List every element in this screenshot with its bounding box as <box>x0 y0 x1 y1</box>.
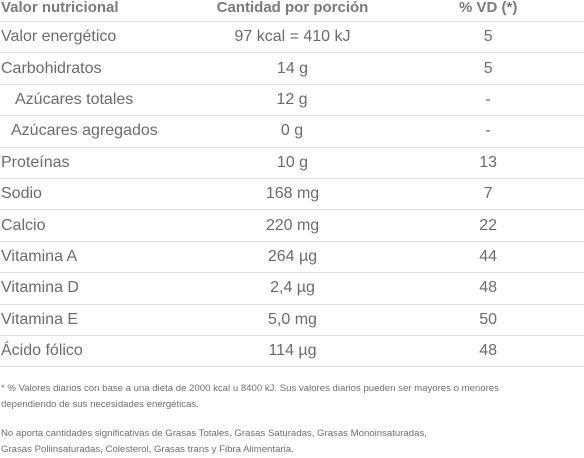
nutrient-disclaimer: No aporta cantidades significativas de G… <box>1 426 581 458</box>
nutrient-daily-value: 5 <box>483 28 493 46</box>
table-header: Valor nutricional Cantidad por porción %… <box>0 0 584 22</box>
nutrient-daily-value: 13 <box>479 153 498 171</box>
nutrient-name: Vitamina D <box>1 279 79 297</box>
nutrient-daily-value: 48 <box>479 342 498 360</box>
header-nutrient: Valor nutricional <box>1 0 119 16</box>
nutrient-amount: 114 µg <box>268 342 317 360</box>
table-notes: * % Valores diarios con base a una dieta… <box>1 381 581 458</box>
nutrient-name: Ácido fólico <box>1 342 83 360</box>
nutrient-daily-value: - <box>485 122 491 140</box>
daily-value-footnote: * % Valores diarios con base a una dieta… <box>1 381 581 413</box>
disclaimer-line: Grasas Poliinsaturadas, Colesterol, Gras… <box>1 444 294 455</box>
table-row: Sodio 168 mg 7 <box>0 179 584 211</box>
nutrient-daily-value: 50 <box>479 310 498 328</box>
nutrient-daily-value: 22 <box>479 216 498 234</box>
table-row: Vitamina D 2,4 µg 48 <box>0 273 584 305</box>
nutrient-daily-value: 44 <box>479 247 498 265</box>
table-row: Azúcares totales 12 g - <box>0 85 584 117</box>
nutrient-amount: 220 mg <box>265 216 320 234</box>
table-row: Proteínas 10 g 13 <box>0 148 584 179</box>
nutrient-daily-value: 48 <box>479 279 498 297</box>
nutrient-name: Vitamina A <box>1 247 78 265</box>
header-amount: Cantidad por porción <box>216 0 369 16</box>
nutrient-daily-value: 5 <box>483 59 493 77</box>
nutrient-name: Vitamina E <box>1 310 79 328</box>
header-daily-value: % VD (*) <box>458 0 518 16</box>
nutrient-name: Calcio <box>1 216 46 234</box>
nutrient-name: Azúcares agregados <box>11 122 158 140</box>
table-row: Valor energético 97 kcal = 410 kJ 5 <box>0 22 584 54</box>
table-row: Ácido fólico 114 µg 48 <box>0 336 584 368</box>
nutrient-amount: 168 mg <box>265 185 320 203</box>
nutrient-name: Azúcares totales <box>15 90 134 108</box>
disclaimer-line: No aporta cantidades significativas de G… <box>1 428 427 439</box>
table-row: Vitamina A 264 µg 44 <box>0 242 584 274</box>
table-row: Carbohidratos 14 g 5 <box>0 53 584 85</box>
nutrient-name: Sodio <box>1 185 42 203</box>
nutrient-amount: 264 µg <box>267 247 318 265</box>
table-row: Calcio 220 mg 22 <box>0 210 584 242</box>
nutrient-amount: 12 g <box>276 90 308 108</box>
nutrient-amount: 97 kcal = 410 kJ <box>234 28 351 46</box>
nutrient-amount: 5,0 mg <box>268 310 317 328</box>
nutrient-daily-value: 7 <box>483 185 493 203</box>
nutrient-amount: 10 g <box>276 153 309 171</box>
nutrient-name: Valor energético <box>1 28 117 46</box>
table-row: Azúcares agregados 0 g - <box>0 116 584 148</box>
nutrient-daily-value: - <box>485 90 491 108</box>
nutrient-name: Carbohidratos <box>1 59 102 77</box>
nutrient-amount: 0 g <box>280 122 304 140</box>
footnote-line: * % Valores diarios con base a una dieta… <box>1 383 499 394</box>
table-row: Vitamina E 5,0 mg 50 <box>0 305 584 336</box>
footnote-line: dependiendo de sus necesidades energétic… <box>1 399 199 410</box>
nutrient-amount: 14 g <box>276 59 309 77</box>
nutrient-amount: 2,4 µg <box>270 279 315 297</box>
nutrient-name: Proteínas <box>1 153 70 171</box>
nutrition-table: Valor nutricional Cantidad por porción %… <box>0 0 584 368</box>
